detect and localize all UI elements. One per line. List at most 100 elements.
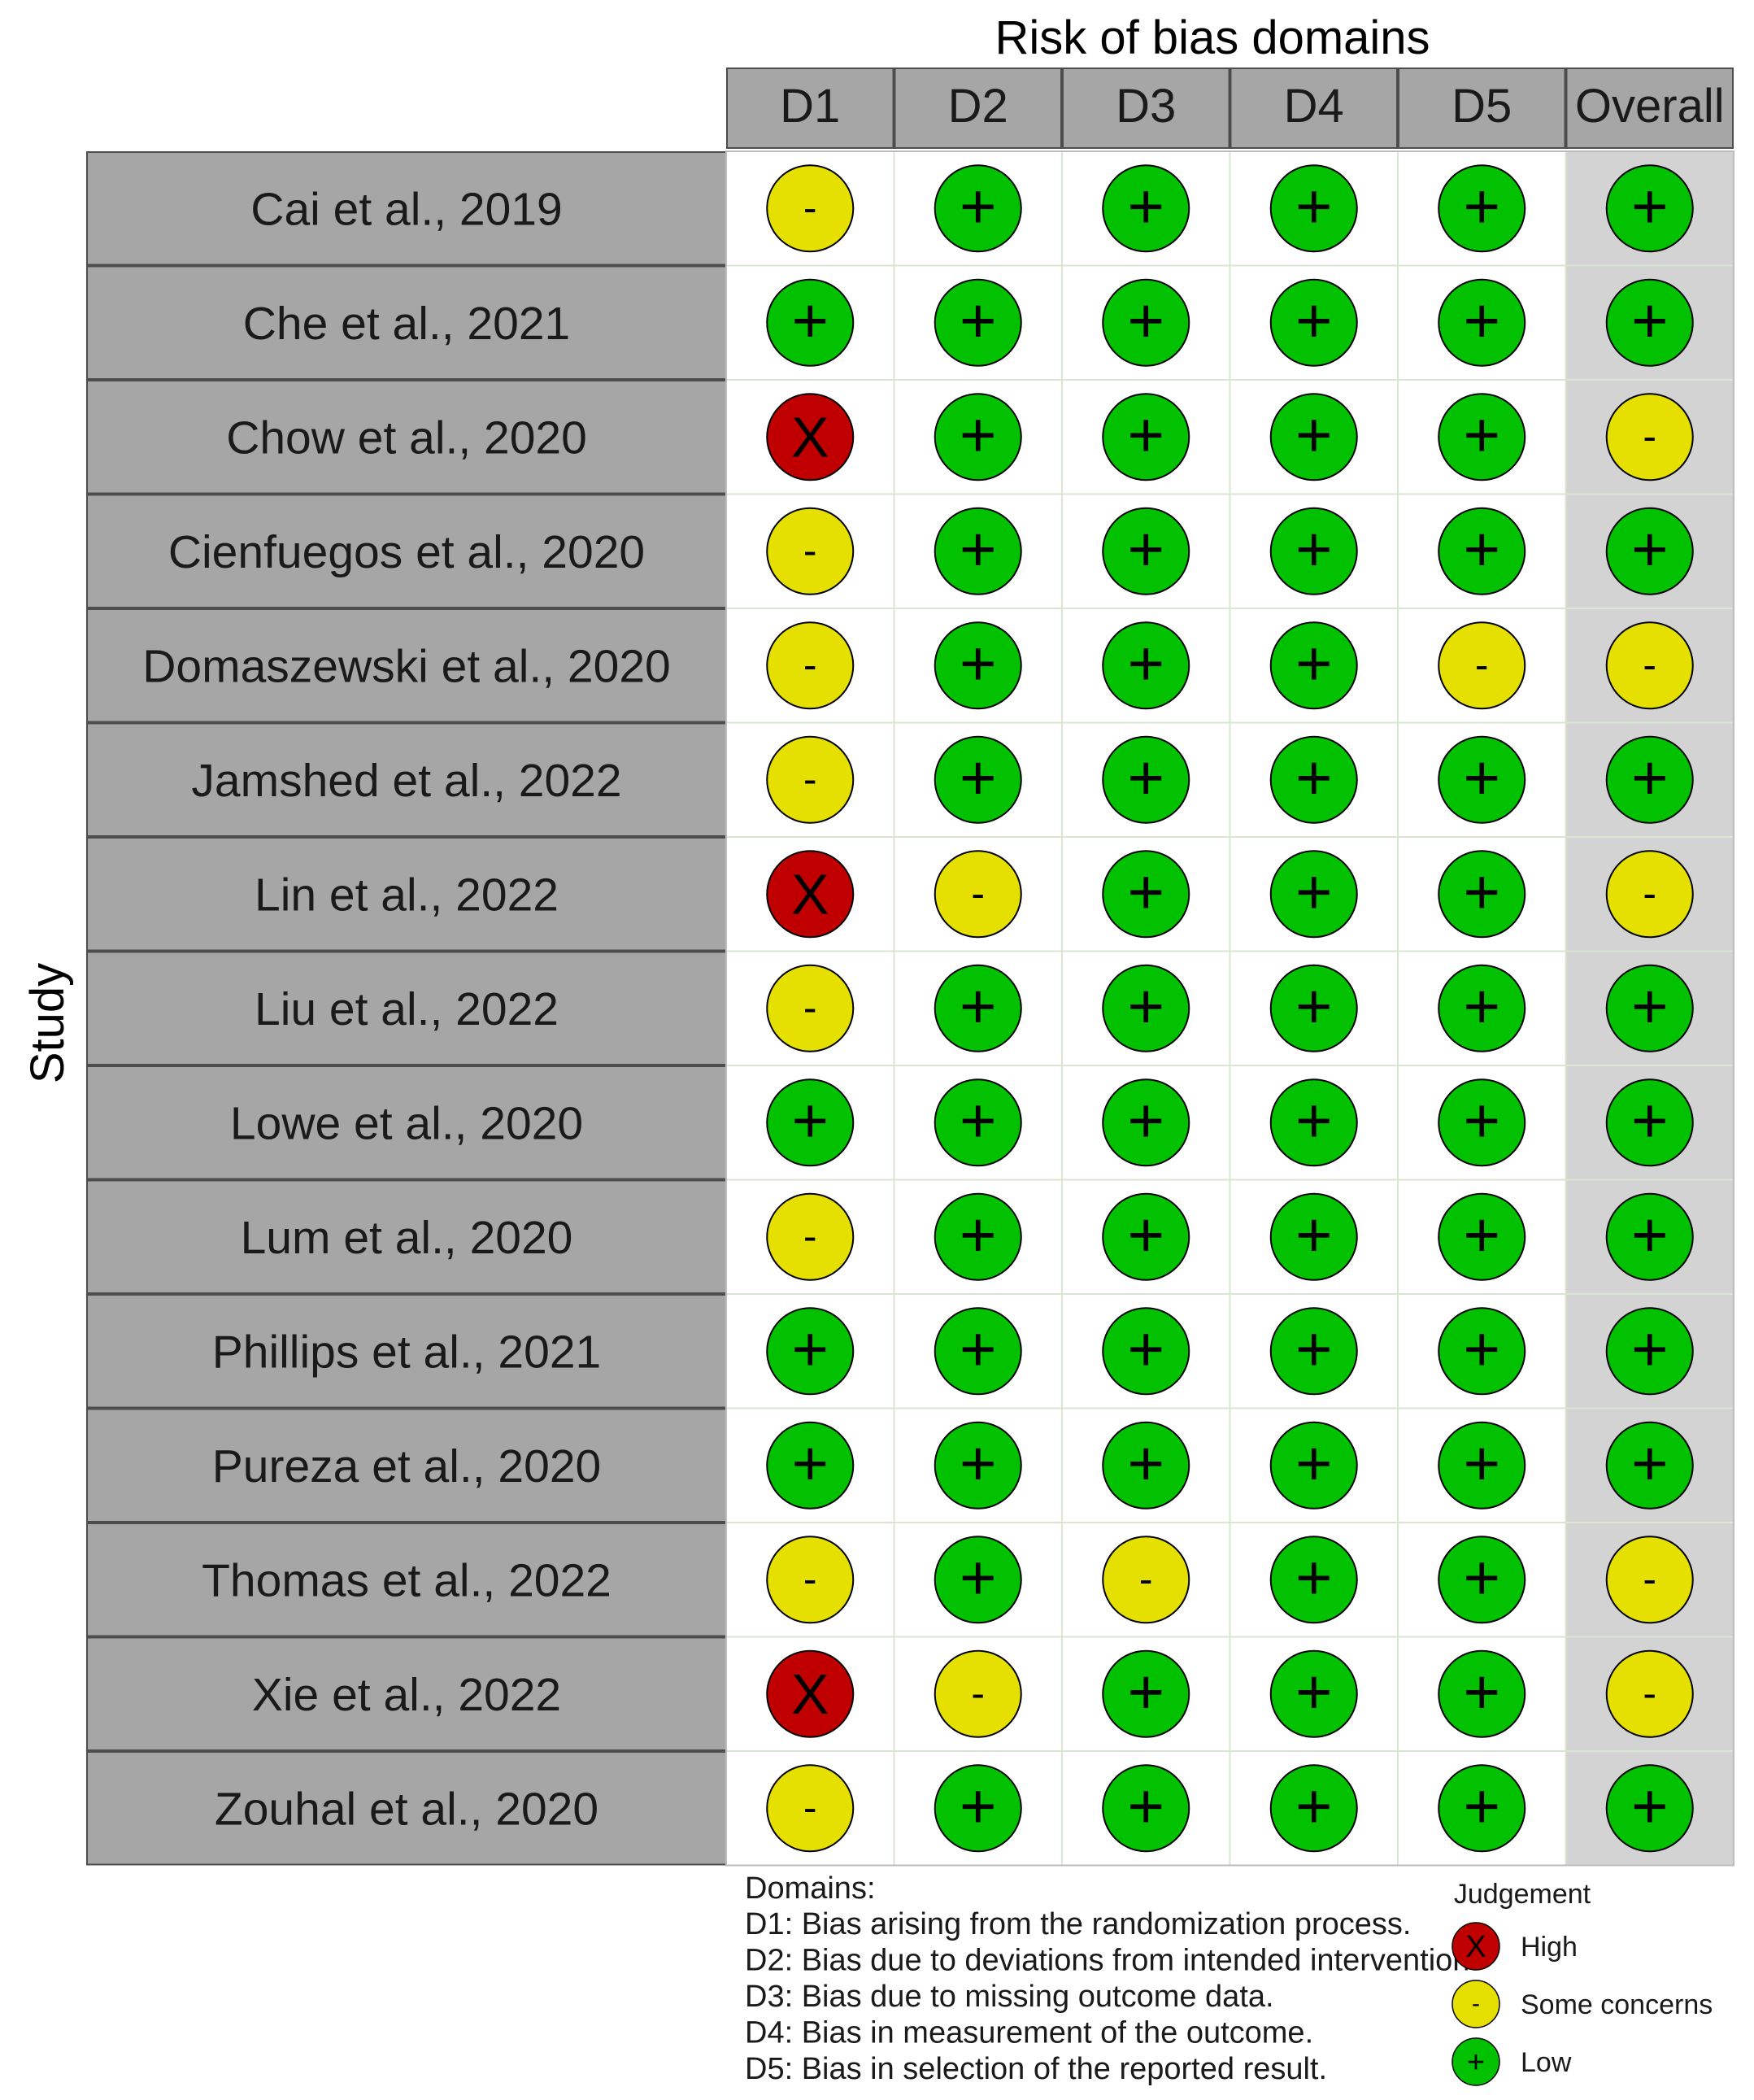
judgement-symbol: + bbox=[1463, 170, 1500, 242]
judgement-symbol: + bbox=[1463, 1199, 1500, 1270]
study-label: Zouhal et al., 2020 bbox=[215, 1783, 598, 1835]
study-label-cell bbox=[86, 1751, 727, 1866]
study-label: Thomas et al., 2022 bbox=[202, 1554, 612, 1606]
judgement-low-marker bbox=[1102, 1307, 1190, 1396]
judgement-low-marker bbox=[1605, 1307, 1694, 1396]
judgement-symbol: + bbox=[791, 1084, 829, 1156]
judgement-low-marker bbox=[934, 1078, 1022, 1167]
judgement-low-marker bbox=[1269, 164, 1358, 253]
judgement-symbol: - bbox=[803, 1213, 817, 1259]
judgement-some-marker bbox=[766, 1536, 855, 1624]
domain-header-label: D1 bbox=[780, 80, 840, 133]
judgement-low-marker bbox=[1438, 1078, 1526, 1167]
judgement-low-marker bbox=[1269, 621, 1358, 710]
judgement-symbol: + bbox=[1295, 1770, 1333, 1841]
study-label-cell bbox=[86, 1179, 727, 1294]
judgement-symbol: - bbox=[803, 528, 817, 573]
table-row: Cienfuegos et al., 2020 - + + + + + bbox=[86, 493, 1734, 609]
judgement-symbol: + bbox=[960, 1199, 997, 1270]
judgement-low-marker bbox=[1438, 507, 1526, 595]
judgement-low-marker bbox=[1269, 1764, 1358, 1853]
judgement-low-marker bbox=[1438, 1764, 1526, 1853]
judgement-low-marker bbox=[1102, 393, 1190, 481]
judgement-low-marker bbox=[1605, 735, 1694, 824]
judgement-some-marker bbox=[1605, 1649, 1694, 1738]
judgement-symbol: + bbox=[1295, 1541, 1333, 1613]
judgement-symbol: + bbox=[1463, 1541, 1500, 1613]
study-label: Cienfuegos et al., 2020 bbox=[168, 526, 645, 578]
judgement-symbol: - bbox=[803, 1556, 817, 1601]
judgement-symbol: - bbox=[803, 185, 817, 230]
judgement-symbol: + bbox=[1295, 170, 1333, 242]
judgement-symbol: + bbox=[1295, 627, 1333, 699]
domain-header-cell bbox=[1230, 68, 1398, 149]
study-label: Domaszewski et al., 2020 bbox=[142, 640, 670, 692]
domain-description: D1: Bias arising from the randomization … bbox=[745, 1907, 1411, 1941]
judgement-symbol: + bbox=[1463, 285, 1500, 356]
study-label: Jamshed et al., 2022 bbox=[191, 755, 621, 807]
table-border bbox=[725, 150, 1734, 1867]
judgement-low-marker bbox=[766, 1421, 855, 1510]
domain-header-label: D4 bbox=[1284, 80, 1344, 133]
judgement-symbol: + bbox=[1631, 513, 1669, 585]
study-label: Xie et al., 2022 bbox=[252, 1669, 561, 1721]
judgement-symbol: + bbox=[1463, 1313, 1500, 1384]
legend-label: Low bbox=[1521, 2047, 1572, 2078]
judgement-low-marker bbox=[766, 278, 855, 367]
judgement-symbol: + bbox=[1295, 970, 1333, 1042]
domain-header-cell bbox=[726, 68, 894, 149]
domain-header-label: D5 bbox=[1452, 80, 1512, 133]
judgement-symbol: - bbox=[1643, 870, 1656, 916]
judgement-symbol: + bbox=[1295, 399, 1333, 470]
judgement-low-marker bbox=[1269, 850, 1358, 939]
judgement-symbol: + bbox=[1127, 513, 1164, 585]
judgement-symbol: X bbox=[791, 1662, 829, 1726]
judgement-some-marker bbox=[1605, 850, 1694, 939]
judgement-low-marker bbox=[934, 507, 1022, 595]
judgement-low-marker bbox=[766, 1078, 855, 1167]
judgement-symbol: + bbox=[1295, 513, 1333, 585]
judgement-high-marker bbox=[766, 1649, 855, 1738]
table-row: Lowe et al., 2020 + + + + + + bbox=[86, 1065, 1734, 1181]
judgement-symbol: + bbox=[1463, 970, 1500, 1042]
judgement-symbol: + bbox=[1127, 856, 1164, 927]
domain-description: D5: Bias in selection of the reported re… bbox=[745, 2052, 1327, 2086]
judgement-low-marker bbox=[934, 1536, 1022, 1624]
judgement-symbol: + bbox=[791, 1427, 829, 1499]
legend-symbol: + bbox=[1467, 2046, 1485, 2080]
judgement-symbol: + bbox=[1127, 742, 1164, 813]
domain-header-cell bbox=[1062, 68, 1230, 149]
table-row: Jamshed et al., 2022 - + + + + + bbox=[86, 721, 1734, 838]
judgement-symbol: - bbox=[971, 1671, 985, 1716]
judgement-symbol: + bbox=[1127, 285, 1164, 356]
judgement-symbol: + bbox=[960, 285, 997, 356]
y-axis-label: Study bbox=[21, 963, 74, 1083]
judgement-symbol: X bbox=[791, 405, 829, 468]
table-row: Domaszewski et al., 2020 - + + + - - bbox=[86, 608, 1734, 724]
judgement-symbol: - bbox=[1475, 642, 1489, 687]
judgement-symbol: + bbox=[1463, 742, 1500, 813]
legend-symbol: - bbox=[1472, 1990, 1480, 2017]
judgement-symbol: X bbox=[791, 862, 829, 926]
judgement-symbol: + bbox=[960, 170, 997, 242]
judgement-some-marker bbox=[934, 1649, 1022, 1738]
judgement-low-marker bbox=[1605, 1764, 1694, 1853]
judgement-symbol: + bbox=[1463, 1656, 1500, 1727]
judgement-low-marker bbox=[934, 393, 1022, 481]
judgement-symbol: + bbox=[1127, 1199, 1164, 1270]
judgement-low-marker bbox=[1102, 735, 1190, 824]
judgement-symbol: + bbox=[960, 1770, 997, 1841]
judgement-symbol: + bbox=[960, 1541, 997, 1613]
judgement-low-marker bbox=[1605, 164, 1694, 253]
table-row: Lin et al., 2022 X - + + + - bbox=[86, 836, 1734, 952]
table-row: Che et al., 2021 + + + + + + bbox=[86, 264, 1734, 381]
judgement-low-marker bbox=[1438, 964, 1526, 1052]
judgement-symbol: - bbox=[1643, 642, 1656, 687]
judgement-symbol: + bbox=[1127, 1770, 1164, 1841]
judgement-symbol: + bbox=[1463, 1427, 1500, 1499]
judgement-low-marker bbox=[1102, 278, 1190, 367]
judgement-low-marker bbox=[1102, 507, 1190, 595]
judgement-low-marker bbox=[1438, 1649, 1526, 1738]
judgement-symbol: - bbox=[1643, 1556, 1656, 1601]
judgement-some-marker bbox=[1605, 1536, 1694, 1624]
